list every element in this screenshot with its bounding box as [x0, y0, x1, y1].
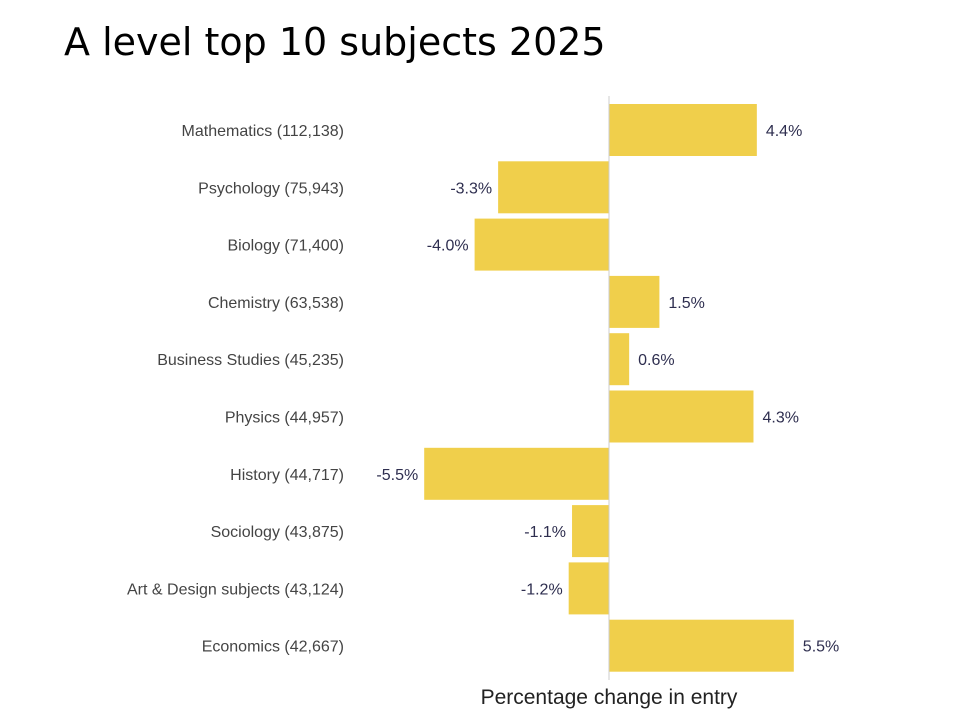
category-label: Chemistry (63,538)	[208, 295, 344, 312]
bar-4	[609, 333, 630, 386]
category-label: Physics (44,957)	[225, 410, 344, 427]
value-label: 4.3%	[762, 410, 798, 427]
category-label: Psychology (75,943)	[198, 180, 344, 197]
value-label: 1.5%	[668, 295, 704, 312]
category-label: Economics (42,667)	[202, 639, 344, 656]
bar-2	[474, 218, 609, 271]
bar-5	[609, 390, 754, 443]
value-label: 5.5%	[803, 639, 839, 656]
x-axis-title: Percentage change in entry	[481, 686, 738, 709]
bar-6	[424, 447, 609, 500]
bar-9	[609, 619, 794, 672]
category-label: Mathematics (112,138)	[182, 123, 344, 140]
category-label: History (44,717)	[230, 467, 344, 484]
value-label: -3.3%	[450, 180, 492, 197]
value-label: 4.4%	[766, 123, 802, 140]
value-label: -4.0%	[427, 238, 469, 255]
bars-group	[424, 104, 794, 672]
value-labels-group: 4.4% -3.3% -4.0% 1.5% 0.6% 4.3% -5.5% -1.1% -1.2…	[376, 123, 839, 656]
value-label: 0.6%	[638, 352, 674, 369]
value-label: -1.1%	[524, 524, 566, 541]
category-labels-group: Mathematics (112,138) Psychology (75,943)…	[127, 123, 344, 656]
category-label: Biology (71,400)	[227, 238, 344, 255]
category-label: Sociology (43,875)	[211, 524, 344, 541]
bar-1	[498, 161, 609, 214]
category-label: Business Studies (45,235)	[157, 352, 344, 369]
category-label: Art & Design subjects (43,124)	[127, 581, 344, 598]
chart-title: A level top 10 subjects 2025	[64, 20, 606, 64]
value-label: -1.2%	[521, 581, 563, 598]
bar-7	[572, 505, 609, 558]
bar-3	[609, 275, 660, 328]
value-label: -5.5%	[376, 467, 418, 484]
bar-8	[568, 562, 609, 615]
bar-0	[609, 104, 757, 156]
